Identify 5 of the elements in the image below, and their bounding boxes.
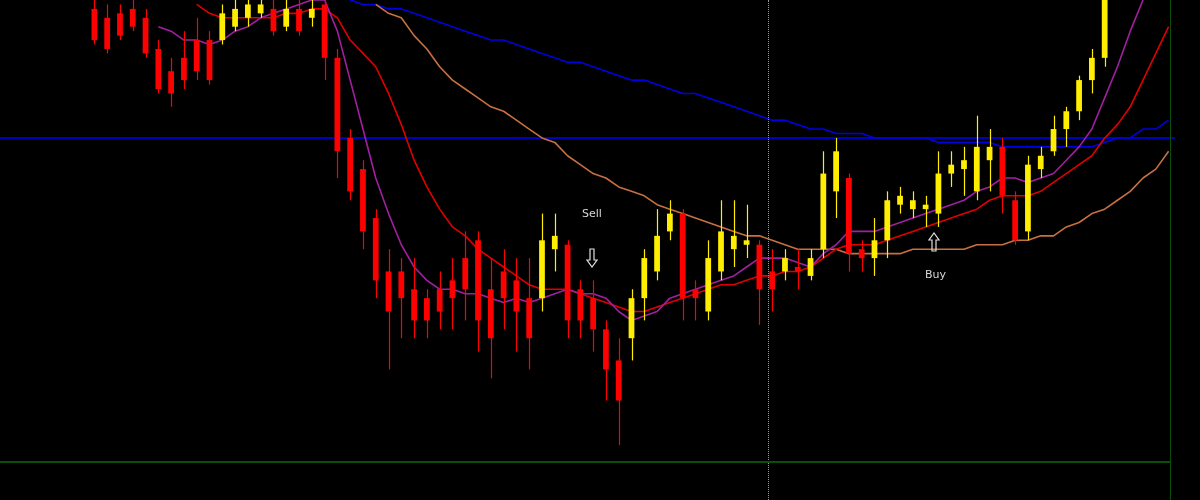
annotation: Sell (582, 207, 602, 220)
annotation: Buy (925, 268, 947, 281)
candlestick (244, 0, 251, 28)
candlestick (436, 270, 443, 330)
candlestick (117, 3, 123, 41)
